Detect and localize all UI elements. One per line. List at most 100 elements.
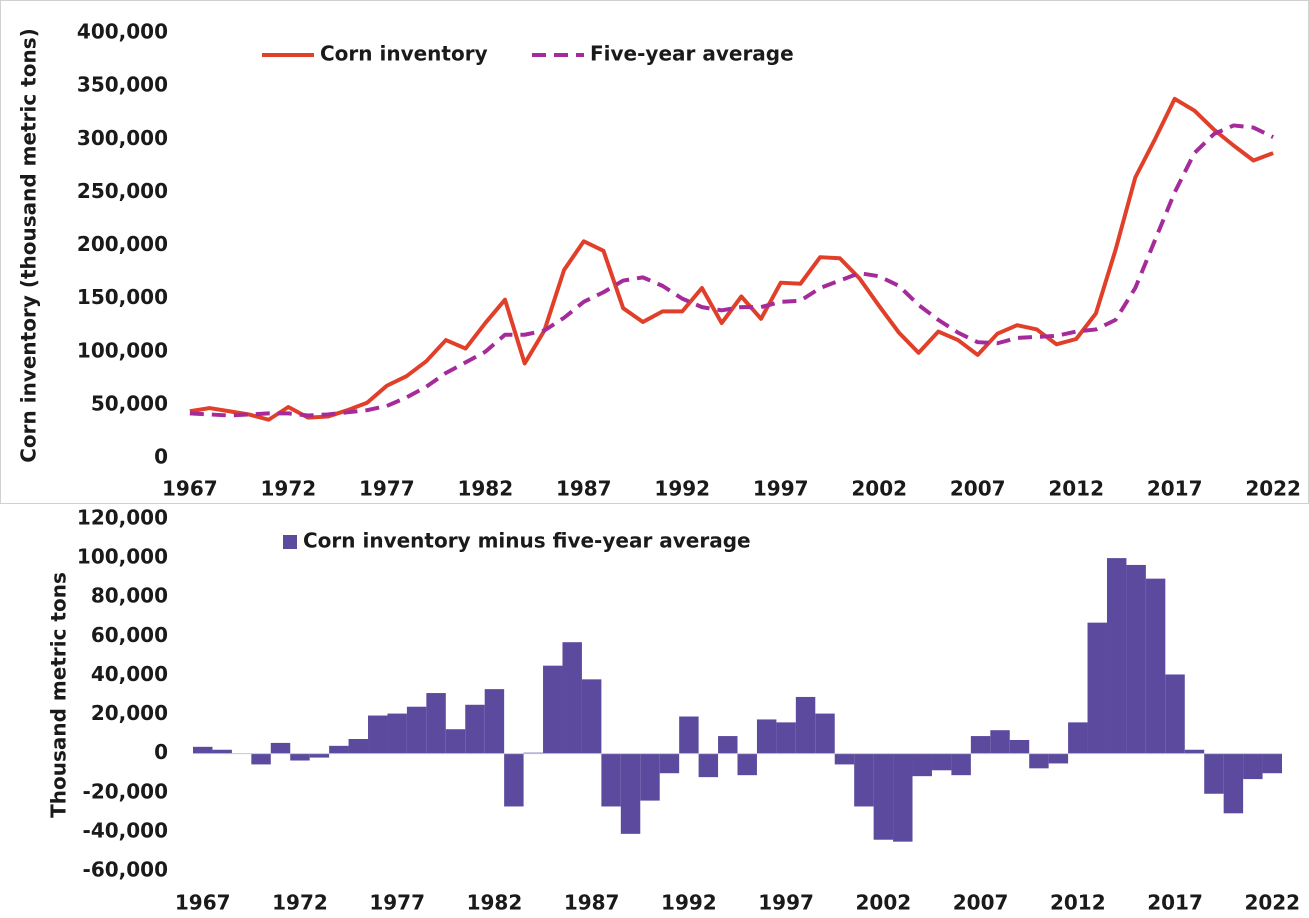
bar	[659, 753, 680, 774]
y-tick-label: 300,000	[77, 126, 168, 150]
y-tick-label: 100,000	[77, 338, 168, 362]
bar	[834, 753, 855, 765]
bar	[620, 753, 641, 834]
bar	[445, 729, 466, 754]
x-tick-label: 1972	[260, 477, 316, 501]
legend-label: Corn inventory	[320, 42, 488, 66]
bar	[931, 753, 952, 771]
y-tick-label: 0	[154, 740, 168, 764]
y-tick-label: 350,000	[77, 73, 168, 97]
bar	[970, 736, 991, 754]
bar	[387, 713, 407, 754]
bar	[581, 679, 602, 754]
bar	[1106, 558, 1127, 754]
bar	[1068, 722, 1088, 754]
bar	[543, 665, 563, 754]
x-tick-label: 1967	[162, 477, 218, 501]
x-tick-label: 2022	[1244, 891, 1300, 915]
x-tick-label: 1972	[272, 891, 328, 915]
y-tick-label: -20,000	[83, 779, 168, 803]
y-tick-label: 150,000	[77, 285, 168, 309]
y-axis-title: Thousand metric tons	[47, 572, 71, 818]
bar	[873, 753, 894, 840]
x-tick-label: 1977	[369, 891, 425, 915]
bar	[640, 753, 660, 801]
bar	[1243, 753, 1263, 780]
bar	[795, 696, 816, 754]
bar	[329, 745, 349, 754]
y-tick-label: -60,000	[83, 858, 168, 882]
bar	[679, 716, 699, 754]
bar	[1165, 674, 1185, 754]
x-tick-label: 1977	[359, 477, 415, 501]
bar	[484, 689, 505, 754]
x-tick-label: 1992	[661, 891, 717, 915]
bar	[1029, 753, 1049, 769]
bar	[698, 753, 719, 778]
bar	[1126, 564, 1146, 754]
x-tick-label: 1982	[457, 477, 513, 501]
x-tick-label: 1987	[556, 477, 612, 501]
bar	[776, 722, 796, 754]
bar	[426, 693, 446, 754]
x-tick-label: 1982	[467, 891, 523, 915]
x-tick-label: 2012	[1048, 477, 1104, 501]
series-line	[189, 96, 1274, 422]
legend-label: Five-year average	[590, 42, 794, 66]
x-tick-label: 2022	[1245, 477, 1301, 501]
y-tick-label: 60,000	[91, 623, 168, 647]
panel-border	[0, 0, 1309, 504]
y-tick-label: 80,000	[91, 584, 168, 608]
bar	[912, 753, 932, 777]
x-tick-label: 1987	[564, 891, 620, 915]
y-tick-label: 200,000	[77, 232, 168, 256]
bar	[815, 713, 835, 754]
bar	[348, 739, 369, 754]
x-tick-label: 2007	[953, 891, 1009, 915]
bar	[1087, 622, 1107, 754]
bar	[290, 753, 310, 761]
bar	[212, 749, 232, 754]
bar	[1223, 753, 1244, 814]
bar	[1204, 753, 1224, 794]
bar	[193, 746, 213, 754]
y-tick-label: 400,000	[77, 20, 168, 44]
bar	[756, 719, 777, 754]
x-tick-label: 1997	[753, 477, 809, 501]
bar	[1262, 753, 1282, 774]
bar	[562, 642, 582, 754]
bar	[718, 736, 738, 754]
x-tick-label: 2002	[856, 891, 912, 915]
bar	[465, 704, 485, 754]
bar	[601, 753, 621, 807]
bar	[893, 753, 913, 842]
y-tick-label: 0	[154, 445, 168, 469]
y-tick-label: 120,000	[77, 506, 168, 530]
bar	[251, 753, 271, 765]
bar	[368, 715, 388, 754]
bar	[1145, 578, 1166, 754]
x-tick-label: 2002	[851, 477, 907, 501]
bar	[1009, 739, 1030, 754]
legend-swatch	[283, 535, 297, 549]
x-tick-label: 2007	[950, 477, 1006, 501]
y-tick-label: -40,000	[83, 818, 168, 842]
y-tick-label: 50,000	[91, 391, 168, 415]
bar	[1048, 753, 1069, 764]
y-tick-label: 250,000	[77, 179, 168, 203]
x-tick-label: 2017	[1147, 477, 1203, 501]
x-tick-label: 2012	[1050, 891, 1106, 915]
y-axis-title: Corn inventory (thousand metric tons)	[17, 28, 41, 463]
bar	[854, 753, 874, 807]
y-tick-label: 40,000	[91, 662, 168, 686]
x-tick-label: 1967	[175, 891, 231, 915]
bar	[737, 753, 757, 776]
legend-label: Corn inventory minus five-year average	[303, 529, 751, 553]
x-tick-label: 1992	[654, 477, 710, 501]
bar	[1184, 749, 1205, 754]
y-tick-label: 100,000	[77, 545, 168, 569]
bar	[406, 706, 427, 754]
bar	[951, 753, 971, 776]
x-tick-label: 2017	[1147, 891, 1203, 915]
